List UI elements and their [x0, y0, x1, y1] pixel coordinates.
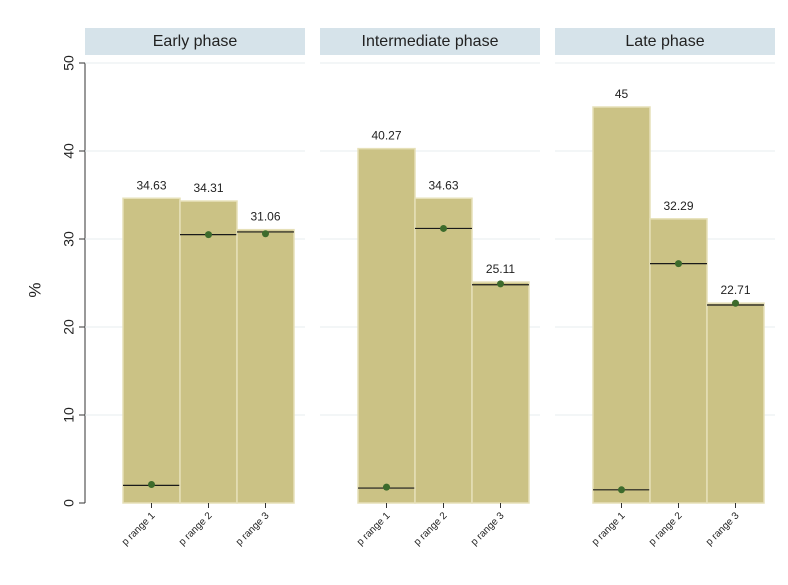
y-tick-label: 20 [61, 319, 77, 335]
bar-value-label: 45 [615, 87, 629, 101]
y-tick-label: 0 [61, 499, 77, 507]
y-tick-label: 50 [61, 55, 77, 71]
x-tick-label: p range 1 [355, 510, 393, 548]
x-tick-label: p range 1 [590, 510, 628, 548]
x-tick-label: p range 3 [234, 510, 272, 548]
y-tick-label: 10 [61, 407, 77, 423]
bar-value-label: 32.29 [663, 199, 693, 213]
x-tick-label: p range 3 [469, 510, 507, 548]
bar-value-label: 34.63 [136, 178, 166, 192]
bar-value-label: 34.63 [428, 178, 458, 192]
reference-point [675, 260, 682, 268]
panel-header [555, 28, 775, 55]
reference-point [205, 231, 212, 239]
bar [706, 302, 765, 504]
reference-point [440, 224, 447, 232]
panel-title: Intermediate phase [362, 33, 499, 50]
x-tick-label: p range 2 [177, 510, 215, 548]
panel-title: Late phase [625, 33, 704, 50]
reference-point [732, 299, 739, 307]
y-tick-label: 30 [61, 231, 77, 247]
x-tick-label: p range 3 [704, 510, 742, 548]
bar [236, 228, 295, 504]
panel-header [320, 28, 540, 55]
bar-value-label: 22.71 [720, 283, 750, 297]
bar [357, 147, 416, 504]
y-axis-title: % [25, 282, 44, 297]
reference-point [148, 481, 155, 489]
bar-value-label: 40.27 [371, 129, 401, 143]
panel-title: Early phase [153, 33, 238, 50]
bar [414, 197, 473, 504]
x-tick-label: p range 2 [647, 510, 685, 548]
reference-point [262, 230, 269, 238]
bar [122, 197, 181, 504]
y-tick-label: 40 [61, 143, 77, 159]
reference-point [497, 280, 504, 288]
x-tick-label: p range 2 [412, 510, 450, 548]
bar-value-label: 31.06 [250, 210, 280, 224]
bar [592, 106, 651, 504]
reference-point [618, 486, 625, 494]
bar-value-label: 34.31 [193, 181, 223, 195]
panel-header [85, 28, 305, 55]
bar [179, 200, 238, 504]
bar [471, 281, 530, 504]
x-tick-label: p range 1 [120, 510, 158, 548]
reference-point [383, 483, 390, 491]
bar-value-label: 25.11 [486, 262, 515, 276]
